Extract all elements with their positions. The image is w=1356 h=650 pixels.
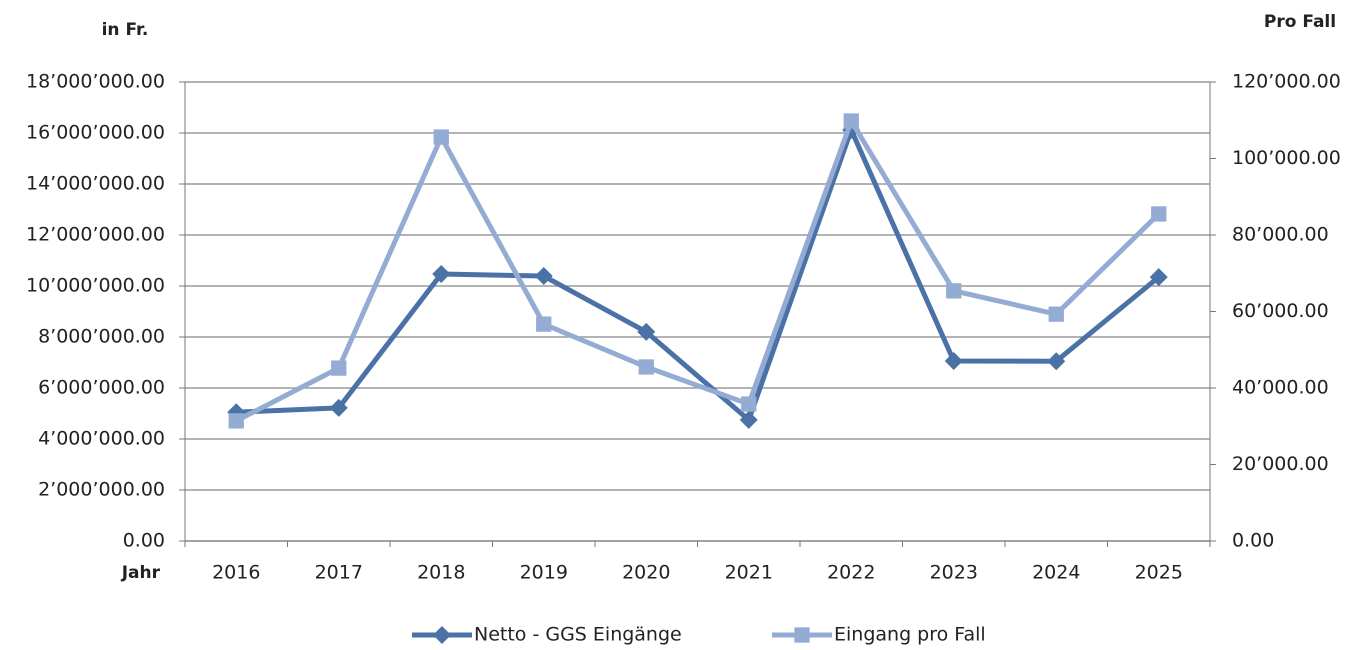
marker xyxy=(944,351,963,370)
y-tick-label: 12’000’000.00 xyxy=(26,224,165,246)
x-axis-label: Jahr xyxy=(121,563,161,583)
marker xyxy=(432,265,451,284)
y2-tick-label: 20’000.00 xyxy=(1232,453,1329,475)
legend-marker xyxy=(433,626,451,644)
marker xyxy=(1048,306,1064,322)
marker xyxy=(638,359,654,375)
y-tick-label: 14’000’000.00 xyxy=(26,173,165,195)
y2-tick-label: 40’000.00 xyxy=(1232,377,1329,399)
marker xyxy=(739,410,758,429)
y-tick-label: 6’000’000.00 xyxy=(38,377,165,399)
y-tick-label: 18’000’000.00 xyxy=(26,71,165,93)
legend-label: Eingang pro Fall xyxy=(834,624,986,646)
x-tick-label: 2024 xyxy=(1032,562,1080,584)
line xyxy=(235,118,1161,424)
y2-tick-label: 80’000.00 xyxy=(1232,224,1329,246)
marker xyxy=(433,129,449,145)
x-tick-label: 2016 xyxy=(212,562,260,584)
y-tick-label: 0.00 xyxy=(123,530,165,552)
marker xyxy=(843,113,859,129)
x-tick-label: 2020 xyxy=(622,562,670,584)
y2-tick-label: 120’000.00 xyxy=(1232,71,1341,93)
marker xyxy=(1151,206,1167,222)
marker xyxy=(1149,268,1168,287)
marker xyxy=(637,322,656,341)
x-tick-label: 2018 xyxy=(417,562,465,584)
x-tick-label: 2017 xyxy=(315,562,363,584)
x-tick-label: 2021 xyxy=(725,562,773,584)
y-tick-label: 8’000’000.00 xyxy=(38,326,165,348)
marker xyxy=(228,413,244,429)
y-tick-label: 16’000’000.00 xyxy=(26,122,165,144)
y-tick-label: 4’000’000.00 xyxy=(38,428,165,450)
legend-marker xyxy=(794,627,810,643)
y-tick-label: 10’000’000.00 xyxy=(26,275,165,297)
marker xyxy=(331,360,347,376)
marker xyxy=(536,316,552,332)
y-tick-label: 2’000’000.00 xyxy=(38,479,165,501)
x-tick-label: 2019 xyxy=(520,562,568,584)
legend-label: Netto - GGS Eingänge xyxy=(474,624,682,646)
y2-tick-label: 100’000.00 xyxy=(1232,147,1341,169)
marker xyxy=(741,396,757,412)
y2-axis-label: Pro Fall xyxy=(1264,12,1336,32)
y2-tick-label: 0.00 xyxy=(1232,530,1274,552)
marker xyxy=(329,398,348,417)
x-tick-label: 2022 xyxy=(827,562,875,584)
line xyxy=(236,127,1161,423)
y2-tick-label: 60’000.00 xyxy=(1232,300,1329,322)
marker xyxy=(946,283,962,299)
y-axis-label: in Fr. xyxy=(102,20,149,40)
marker xyxy=(1047,352,1066,371)
x-tick-label: 2025 xyxy=(1135,562,1183,584)
x-tick-label: 2023 xyxy=(930,562,978,584)
marker xyxy=(534,267,553,286)
